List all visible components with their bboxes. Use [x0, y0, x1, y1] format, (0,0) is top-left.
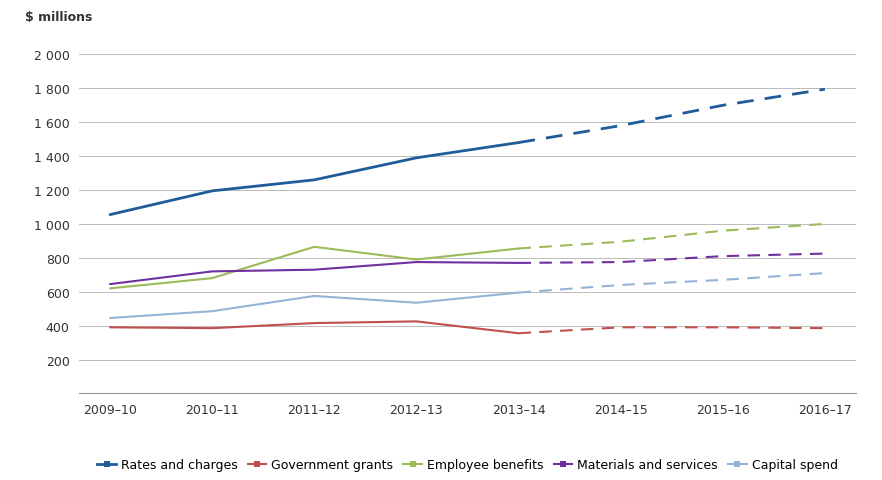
Legend: Rates and charges, Government grants, Employee benefits, Materials and services,: Rates and charges, Government grants, Em…	[92, 453, 843, 476]
Text: $ millions: $ millions	[25, 11, 93, 24]
